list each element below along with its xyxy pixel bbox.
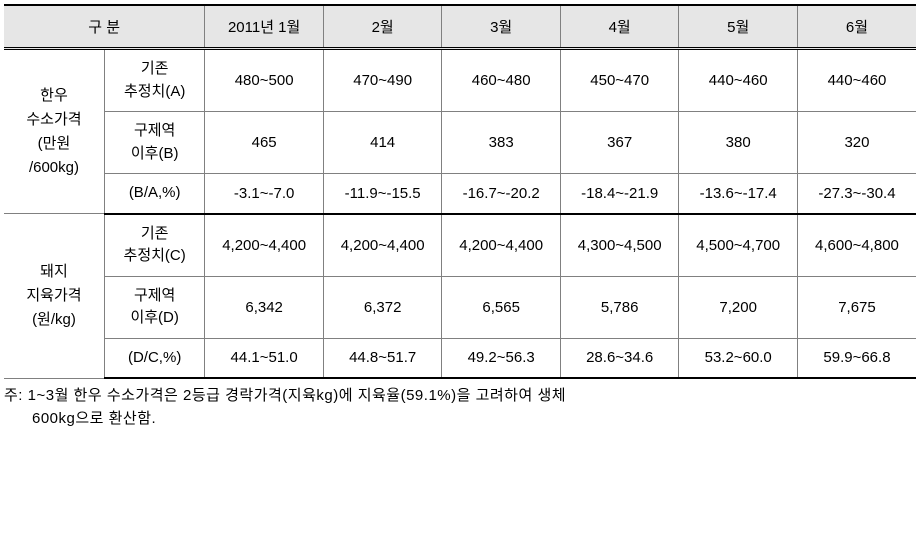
header-month-4: 4월 bbox=[560, 5, 679, 49]
cell-value: 7,675 bbox=[797, 276, 916, 338]
header-month-3: 3월 bbox=[442, 5, 561, 49]
cell-value: 480~500 bbox=[205, 49, 324, 112]
header-month-1: 2011년 1월 bbox=[205, 5, 324, 49]
table-row: 돼지지육가격(원/kg) 기존추정치(C) 4,200~4,400 4,200~… bbox=[4, 214, 916, 277]
table-body: 한우수소가격(만원/600kg) 기존추정치(A) 480~500 470~49… bbox=[4, 49, 916, 379]
row-label: 구제역이후(B) bbox=[104, 112, 204, 174]
cell-value: 4,600~4,800 bbox=[797, 214, 916, 277]
cell-value: 6,565 bbox=[442, 276, 561, 338]
cell-value: -11.9~-15.5 bbox=[323, 174, 442, 214]
cell-value: 440~460 bbox=[797, 49, 916, 112]
footnote-line2: 600kg으로 환산함. bbox=[4, 408, 916, 431]
cell-value: -13.6~-17.4 bbox=[679, 174, 798, 214]
cell-value: 380 bbox=[679, 112, 798, 174]
header-month-6: 6월 bbox=[797, 5, 916, 49]
cell-value: 383 bbox=[442, 112, 561, 174]
cell-value: 440~460 bbox=[679, 49, 798, 112]
cell-value: -16.7~-20.2 bbox=[442, 174, 561, 214]
cell-value: 49.2~56.3 bbox=[442, 338, 561, 378]
row-label: 구제역이후(D) bbox=[104, 276, 204, 338]
row-label: (B/A,%) bbox=[104, 174, 204, 214]
cell-value: 460~480 bbox=[442, 49, 561, 112]
cell-value: 44.8~51.7 bbox=[323, 338, 442, 378]
price-table: 구 분 2011년 1월 2월 3월 4월 5월 6월 한우수소가격(만원/60… bbox=[4, 4, 916, 379]
cell-value: 7,200 bbox=[679, 276, 798, 338]
table-row: 구제역이후(B) 465 414 383 367 380 320 bbox=[4, 112, 916, 174]
cell-value: 53.2~60.0 bbox=[679, 338, 798, 378]
cell-value: 367 bbox=[560, 112, 679, 174]
cell-value: 320 bbox=[797, 112, 916, 174]
table-row: 한우수소가격(만원/600kg) 기존추정치(A) 480~500 470~49… bbox=[4, 49, 916, 112]
price-table-container: 구 분 2011년 1월 2월 3월 4월 5월 6월 한우수소가격(만원/60… bbox=[4, 4, 916, 430]
section-category: 돼지지육가격(원/kg) bbox=[4, 214, 104, 379]
cell-value: 4,200~4,400 bbox=[205, 214, 324, 277]
cell-value: 4,500~4,700 bbox=[679, 214, 798, 277]
row-label: 기존추정치(C) bbox=[104, 214, 204, 277]
cell-value: 450~470 bbox=[560, 49, 679, 112]
cell-value: -18.4~-21.9 bbox=[560, 174, 679, 214]
cell-value: 4,300~4,500 bbox=[560, 214, 679, 277]
cell-value: 4,200~4,400 bbox=[323, 214, 442, 277]
cell-value: 414 bbox=[323, 112, 442, 174]
cell-value: 28.6~34.6 bbox=[560, 338, 679, 378]
table-row: (B/A,%) -3.1~-7.0 -11.9~-15.5 -16.7~-20.… bbox=[4, 174, 916, 214]
cell-value: 44.1~51.0 bbox=[205, 338, 324, 378]
table-row: (D/C,%) 44.1~51.0 44.8~51.7 49.2~56.3 28… bbox=[4, 338, 916, 378]
cell-value: 470~490 bbox=[323, 49, 442, 112]
table-row: 구제역이후(D) 6,342 6,372 6,565 5,786 7,200 7… bbox=[4, 276, 916, 338]
cell-value: 5,786 bbox=[560, 276, 679, 338]
cell-value: -3.1~-7.0 bbox=[205, 174, 324, 214]
cell-value: 6,372 bbox=[323, 276, 442, 338]
cell-value: 6,342 bbox=[205, 276, 324, 338]
header-month-2: 2월 bbox=[323, 5, 442, 49]
header-row: 구 분 2011년 1월 2월 3월 4월 5월 6월 bbox=[4, 5, 916, 49]
row-label: (D/C,%) bbox=[104, 338, 204, 378]
header-category: 구 분 bbox=[4, 5, 205, 49]
header-month-5: 5월 bbox=[679, 5, 798, 49]
cell-value: 465 bbox=[205, 112, 324, 174]
cell-value: 59.9~66.8 bbox=[797, 338, 916, 378]
footnote: 주: 1~3월 한우 수소가격은 2등급 경락가격(지육kg)에 지육율(59.… bbox=[4, 385, 916, 430]
footnote-line1: 주: 1~3월 한우 수소가격은 2등급 경락가격(지육kg)에 지육율(59.… bbox=[4, 385, 916, 408]
cell-value: -27.3~-30.4 bbox=[797, 174, 916, 214]
section-category: 한우수소가격(만원/600kg) bbox=[4, 49, 104, 214]
row-label: 기존추정치(A) bbox=[104, 49, 204, 112]
cell-value: 4,200~4,400 bbox=[442, 214, 561, 277]
